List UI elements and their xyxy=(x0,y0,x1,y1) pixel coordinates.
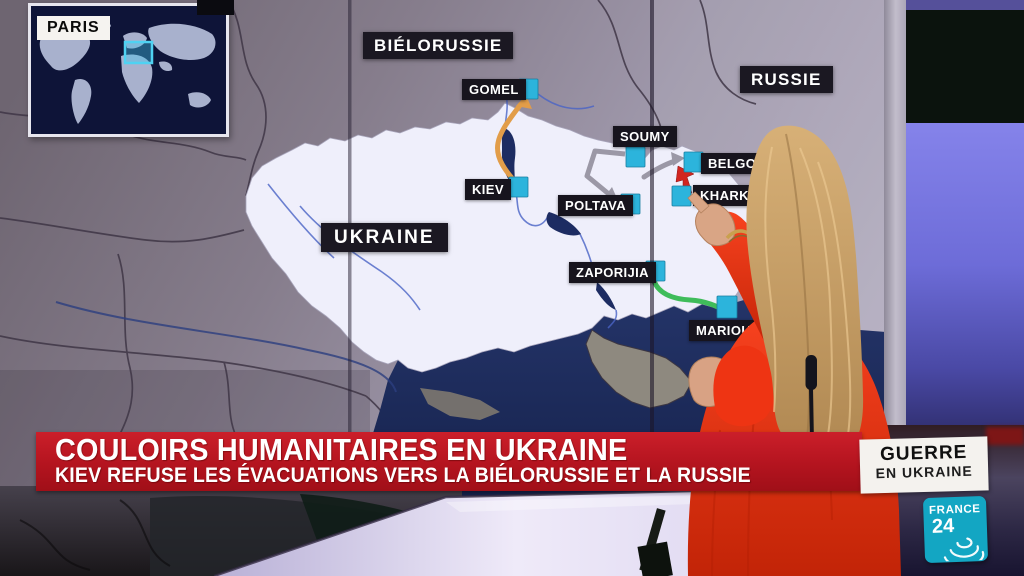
country-label-bielorussie: BIÉLORUSSIE xyxy=(363,32,514,59)
pointing-finger xyxy=(687,191,710,214)
danube-river xyxy=(55,301,397,393)
corridor-kiev-gomel xyxy=(495,95,532,189)
country-label-ukraine: UKRAINE xyxy=(321,223,448,252)
marker-marioupol xyxy=(716,295,738,319)
hair-highlights xyxy=(764,146,852,442)
presenter-pointing-hand xyxy=(695,203,736,247)
marker-soumy xyxy=(625,146,646,168)
bracelet xyxy=(725,229,749,240)
panel-seam-right xyxy=(650,0,654,492)
europe-highlight xyxy=(123,40,154,65)
city-label-poltava: POLTAVA xyxy=(558,195,634,216)
reservoirs xyxy=(501,128,616,310)
wall-dark-band xyxy=(906,10,1024,125)
crimea-shape xyxy=(585,329,693,409)
city-label-soumy: SOUMY xyxy=(613,126,677,147)
program-badge-line2: EN UKRAINE xyxy=(875,462,973,482)
location-badge: PARIS xyxy=(37,16,110,40)
presenter-front-sleeve xyxy=(713,345,776,427)
city-label-gomel: GOMEL xyxy=(462,79,526,100)
banner-subheadline: KIEV REFUSE LES ÉVACUATIONS VERS LA BIÉL… xyxy=(55,464,751,487)
world-map-graphic xyxy=(31,6,226,134)
banner-headline: COULOIRS HUMANITAIRES EN UKRAINE xyxy=(55,432,628,467)
channel-logo: FRANCE 24 xyxy=(922,495,989,564)
studio-purple-wall xyxy=(906,123,1024,438)
screen-edge xyxy=(884,0,910,505)
studio-notch xyxy=(197,0,234,15)
country-label-russie: RUSSIE xyxy=(740,66,833,93)
red-light-glow xyxy=(986,427,1024,445)
city-label-kiev: KIEV xyxy=(465,179,511,200)
lower-third-banner: COULOIRS HUMANITAIRES EN UKRAINE KIEV RE… xyxy=(36,432,862,491)
wall-top-strip xyxy=(906,0,1024,12)
corridor-soumy-belgorod xyxy=(641,152,685,180)
city-label-zaporijia: ZAPORIJIA xyxy=(569,262,656,283)
program-badge: GUERRE EN UKRAINE xyxy=(859,436,989,494)
channel-logo-ripples xyxy=(943,537,985,562)
desk-mic-arm xyxy=(637,508,673,576)
